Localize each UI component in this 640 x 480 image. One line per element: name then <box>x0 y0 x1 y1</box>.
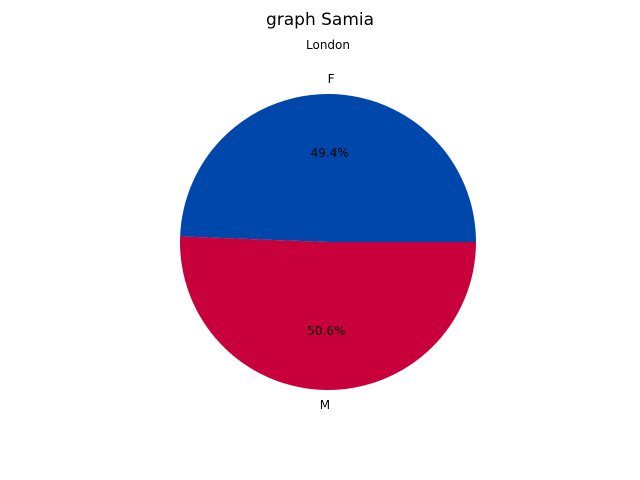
pie-labels: F 49.4% M 50.6% <box>307 72 348 412</box>
pie-slice-m <box>180 236 477 390</box>
slice-label-m: M <box>320 398 330 412</box>
chart-subtitle: London <box>306 38 350 52</box>
chart-title: graph Samia <box>266 10 374 30</box>
slice-pct-m: 50.6% <box>307 324 345 338</box>
slice-label-f: F <box>328 72 335 86</box>
pie-slices <box>180 93 477 390</box>
slice-pct-f: 49.4% <box>311 146 349 160</box>
pie-slice-f <box>180 93 477 243</box>
